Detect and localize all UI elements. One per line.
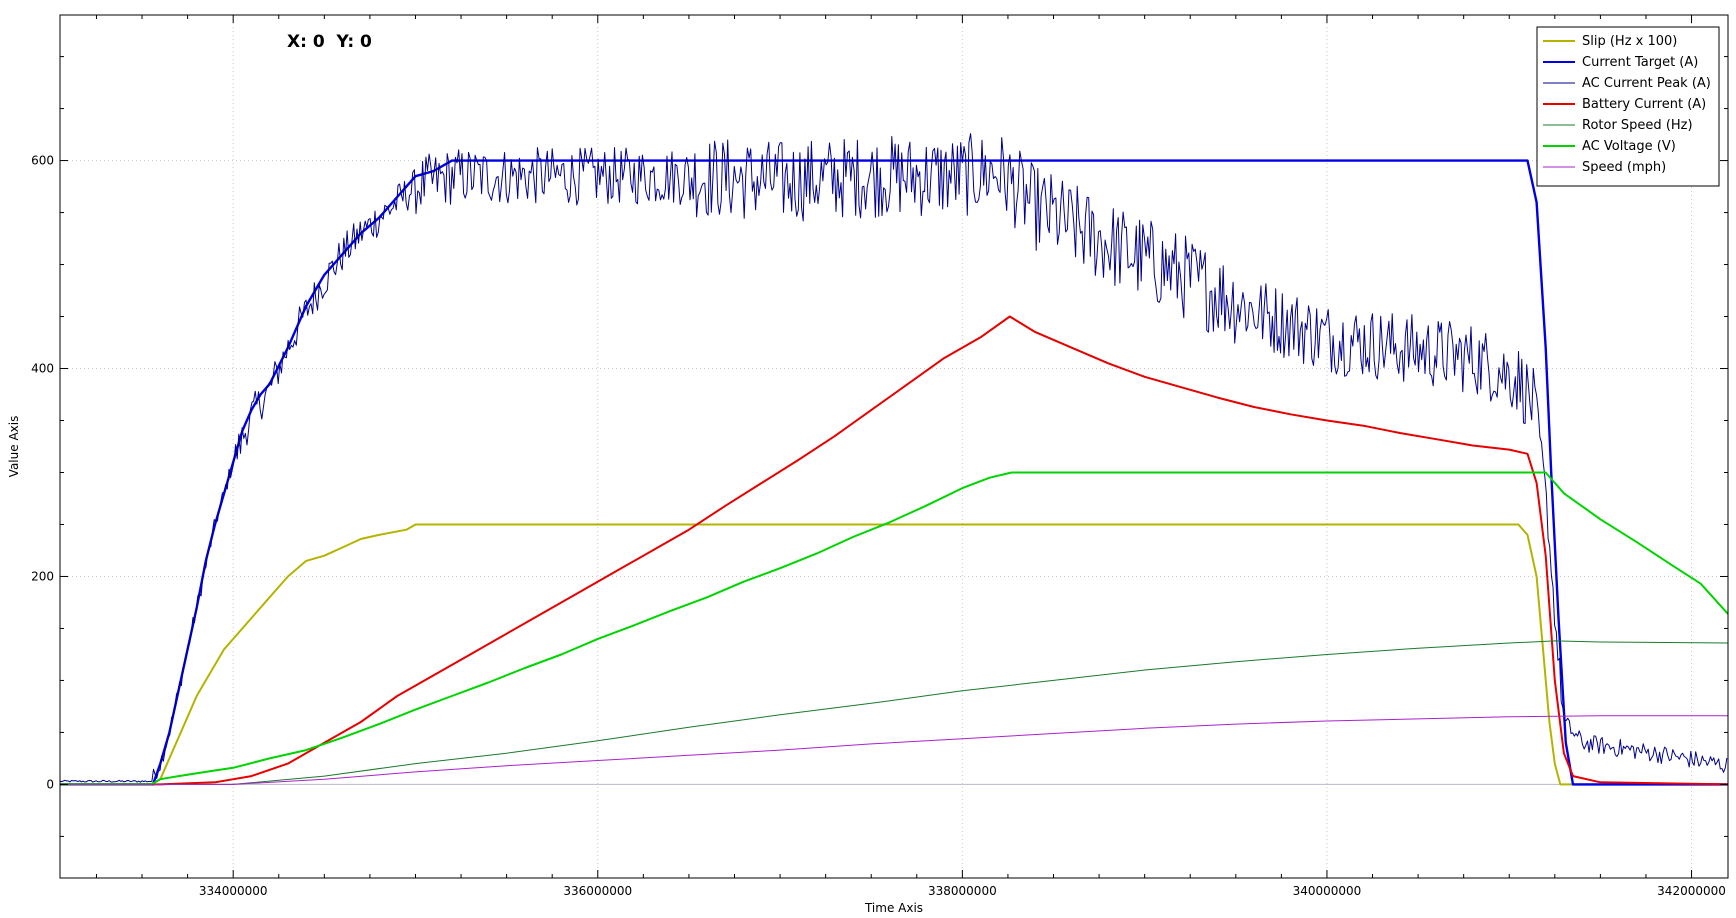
y-tick-label-0: 0 <box>46 777 54 791</box>
y-axis-label: Value Axis <box>7 416 21 478</box>
legend-entry-6: Speed (mph) <box>1582 160 1666 175</box>
series-line-3 <box>60 315 1729 786</box>
legend-entry-1: Current Target (A) <box>1582 55 1698 70</box>
x-tick-label-4: 342000000 <box>1657 884 1726 898</box>
y-tick-label-3: 600 <box>31 154 54 168</box>
axis-ticks <box>60 15 1728 878</box>
legend-box <box>1536 26 1720 187</box>
cursor-readout: X: 0 Y: 0 <box>287 32 372 52</box>
legend-entry-2: AC Current Peak (A) <box>1582 76 1711 91</box>
series-line-4 <box>60 640 1729 785</box>
legend-entry-5: AC Voltage (V) <box>1582 139 1676 154</box>
series-line-5 <box>60 471 1729 786</box>
legend-entry-0: Slip (Hz x 100) <box>1582 34 1677 49</box>
y-tick-label-1: 200 <box>31 569 54 583</box>
x-tick-labels: 334000000 336000000 338000000 340000000 3420… <box>199 884 1726 898</box>
series-line-0 <box>60 523 1728 786</box>
legend-entry-4: Rotor Speed (Hz) <box>1582 118 1693 133</box>
x-tick-label-2: 338000000 <box>928 884 997 898</box>
x-tick-label-0: 334000000 <box>199 884 268 898</box>
x-tick-label-3: 340000000 <box>1293 884 1362 898</box>
y-tick-labels: 0 200 400 600 <box>31 154 54 792</box>
series-line-2 <box>59 133 1728 783</box>
legend: Slip (Hz x 100) Current Target (A) AC Curr… <box>1536 26 1720 187</box>
plot-frame <box>59 14 1729 879</box>
x-tick-label-1: 336000000 <box>563 884 632 898</box>
series-lines <box>59 133 1729 786</box>
legend-entry-3: Battery Current (A) <box>1582 97 1706 112</box>
y-tick-label-2: 400 <box>31 362 54 376</box>
series-line-6 <box>60 715 1728 785</box>
x-axis-label: Time Axis <box>864 901 923 915</box>
